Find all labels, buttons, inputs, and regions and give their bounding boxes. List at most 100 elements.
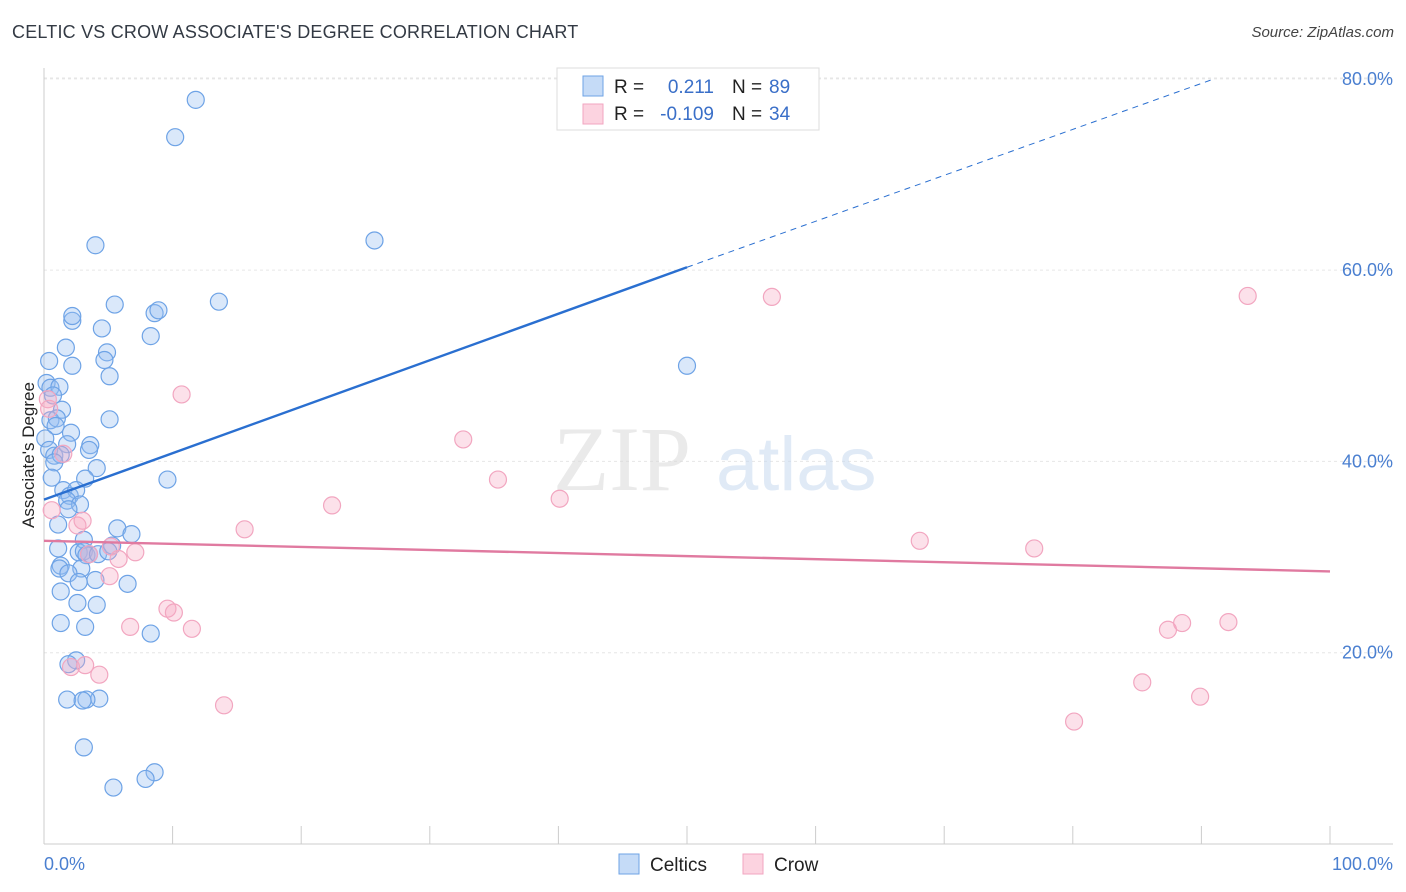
celtics-point-48 xyxy=(122,525,141,544)
crow-point-13 xyxy=(79,545,99,564)
celtics-point-7 xyxy=(149,301,168,320)
celtics-point-68 xyxy=(51,613,70,633)
crow-point-20 xyxy=(182,619,201,638)
celtics-point-63 xyxy=(69,572,88,592)
celtics-point-33 xyxy=(45,446,64,465)
crow-point-6 xyxy=(550,489,569,508)
crow-point-2 xyxy=(172,385,191,404)
legend-r-label-celtics: R = xyxy=(614,77,644,98)
celtics-point-36 xyxy=(87,459,106,478)
crow-point-26 xyxy=(1238,286,1257,306)
crow-point-22 xyxy=(61,657,81,677)
celtics-point-28 xyxy=(36,429,55,448)
y-tick-labels: 20.0% 40.0% 60.0% 80.0% xyxy=(1342,69,1393,663)
legend-n-value-celtics: 89 xyxy=(769,77,790,98)
y-axis-label: Associate's Degree xyxy=(19,382,38,528)
crow-point-7 xyxy=(42,501,61,520)
celtics-point-65 xyxy=(51,582,70,601)
celtics-point-66 xyxy=(68,593,87,613)
crow-point-16 xyxy=(100,567,119,586)
legend-n-value-crow: 34 xyxy=(769,104,791,125)
crow-point-31 xyxy=(1219,612,1238,632)
crow-point-5 xyxy=(488,470,508,489)
celtics-trend-extension xyxy=(686,78,1215,268)
celtics-point-10 xyxy=(92,319,111,338)
watermark-atlas: atlas xyxy=(716,422,877,507)
crow-point-33 xyxy=(1191,687,1210,706)
crow-point-32 xyxy=(1133,673,1152,692)
crow-point-4 xyxy=(454,430,473,449)
legend-r-value-celtics: 0.211 xyxy=(668,77,714,98)
legend-n-label-celtics: N = xyxy=(732,77,762,98)
bottom-legend-label-crow: Crow xyxy=(774,855,819,876)
crow-point-15 xyxy=(126,543,145,562)
celtics-point-25 xyxy=(100,410,119,429)
crow-point-34 xyxy=(1064,712,1084,731)
crow-point-30 xyxy=(1173,613,1192,633)
x-tick-label-max: 100.0% xyxy=(1332,854,1393,874)
crow-point-19 xyxy=(121,617,140,636)
crow-point-8 xyxy=(322,496,342,515)
crow-point-0 xyxy=(38,390,57,409)
y-tick-label-60: 60.0% xyxy=(1342,260,1393,280)
y-tick-label-40: 40.0% xyxy=(1342,451,1393,471)
celtics-point-67 xyxy=(87,595,106,614)
crow-point-10 xyxy=(73,511,92,530)
celtics-point-1 xyxy=(166,128,185,147)
celtics-point-3 xyxy=(365,231,384,250)
celtics-point-81 xyxy=(677,356,697,375)
bottom-legend: Celtics Crow xyxy=(618,853,819,876)
celtics-point-11 xyxy=(141,327,160,346)
bottom-legend-swatch-crow xyxy=(742,853,764,875)
trend-lines xyxy=(43,78,1331,573)
celtics-point-78 xyxy=(145,763,164,782)
legend-r-value-crow: -0.109 xyxy=(660,104,714,125)
legend-swatch-celtics xyxy=(582,75,604,97)
celtics-point-8 xyxy=(63,311,82,330)
celtics-point-79 xyxy=(136,769,155,789)
bottom-legend-swatch-celtics xyxy=(618,853,640,875)
legend-box: R = 0.211 N = 89 R = -0.109 N = 34 xyxy=(556,67,820,131)
celtics-point-77 xyxy=(74,738,93,757)
celtics-point-12 xyxy=(56,338,75,357)
celtics-trend-line xyxy=(43,266,688,501)
celtics-point-0 xyxy=(186,90,205,109)
celtics-point-64 xyxy=(118,574,137,593)
crow-point-11 xyxy=(235,520,254,539)
celtics-point-26 xyxy=(46,416,65,436)
celtics-point-29 xyxy=(58,435,77,454)
crow-point-3 xyxy=(54,444,73,463)
crow-point-1 xyxy=(40,399,59,418)
celtics-point-2 xyxy=(86,236,105,255)
legend-swatch-crow xyxy=(582,103,604,125)
celtics-point-24 xyxy=(47,409,66,428)
x-tick-label-min: 0.0% xyxy=(44,854,85,874)
crow-point-28 xyxy=(1025,539,1044,558)
celtics-point-80 xyxy=(104,778,123,797)
celtics-point-70 xyxy=(141,624,160,643)
crow-point-21 xyxy=(76,656,95,675)
chart-source: Source: ZipAtlas.com xyxy=(1251,24,1394,41)
celtics-point-32 xyxy=(79,440,99,460)
gridlines xyxy=(44,77,1393,654)
celtics-point-45 xyxy=(59,500,78,519)
celtics-point-5 xyxy=(105,295,124,314)
series-crow-points xyxy=(38,286,1257,731)
celtics-point-16 xyxy=(95,350,114,370)
celtics-point-14 xyxy=(40,351,59,371)
celtics-point-69 xyxy=(76,617,95,636)
x-ticks xyxy=(43,826,1331,844)
crow-point-14 xyxy=(109,549,128,569)
celtics-point-59 xyxy=(50,559,69,578)
crow-point-23 xyxy=(90,665,109,684)
celtics-point-51 xyxy=(49,539,68,558)
bottom-legend-label-celtics: Celtics xyxy=(650,855,707,876)
series-celtics-points xyxy=(36,90,697,797)
celtics-point-74 xyxy=(58,690,77,709)
y-tick-label-80: 80.0% xyxy=(1342,69,1393,89)
celtics-point-15 xyxy=(63,356,82,375)
y-tick-label-20: 20.0% xyxy=(1342,643,1393,663)
celtics-point-4 xyxy=(209,292,228,311)
celtics-point-76 xyxy=(73,691,92,710)
